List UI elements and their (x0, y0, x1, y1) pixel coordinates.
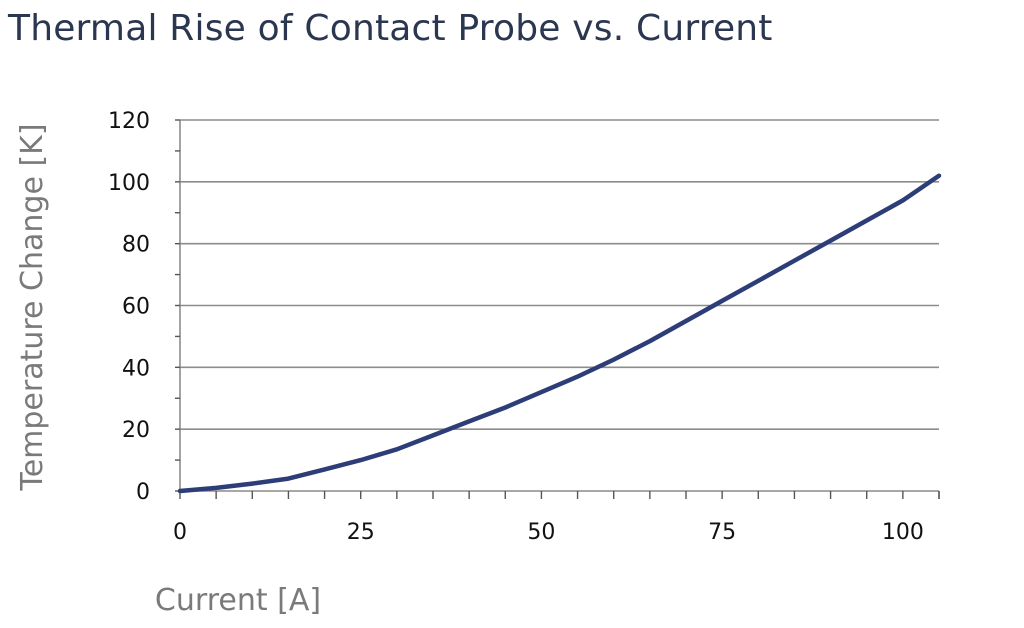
series-line-0 (177, 173, 942, 494)
x-tick-label: 100 (882, 520, 924, 545)
tick-marks (175, 119, 940, 499)
series-layer (177, 173, 942, 494)
x-axis-title: Current [A] (155, 583, 321, 618)
x-tick-label: 0 (173, 520, 187, 545)
x-tick-label: 75 (708, 520, 736, 545)
x-tick-labels: 0 25 50 75 100 (173, 520, 924, 545)
chart-title: Thermal Rise of Contact Probe vs. Curren… (8, 8, 773, 49)
y-tick-label: 60 (122, 295, 150, 320)
x-tick-label: 25 (347, 520, 375, 545)
grid-lines (180, 119, 939, 430)
y-tick-labels: 0 20 40 60 80 100 120 (108, 109, 150, 505)
y-axis-title: Temperature Change [K] (15, 123, 50, 491)
y-tick-label: 0 (136, 480, 150, 505)
y-tick-label: 40 (122, 356, 150, 381)
y-tick-label: 120 (108, 109, 150, 134)
y-tick-label: 80 (122, 233, 150, 258)
y-tick-label: 20 (122, 418, 150, 443)
x-tick-label: 50 (527, 520, 555, 545)
y-tick-label: 100 (108, 171, 150, 196)
